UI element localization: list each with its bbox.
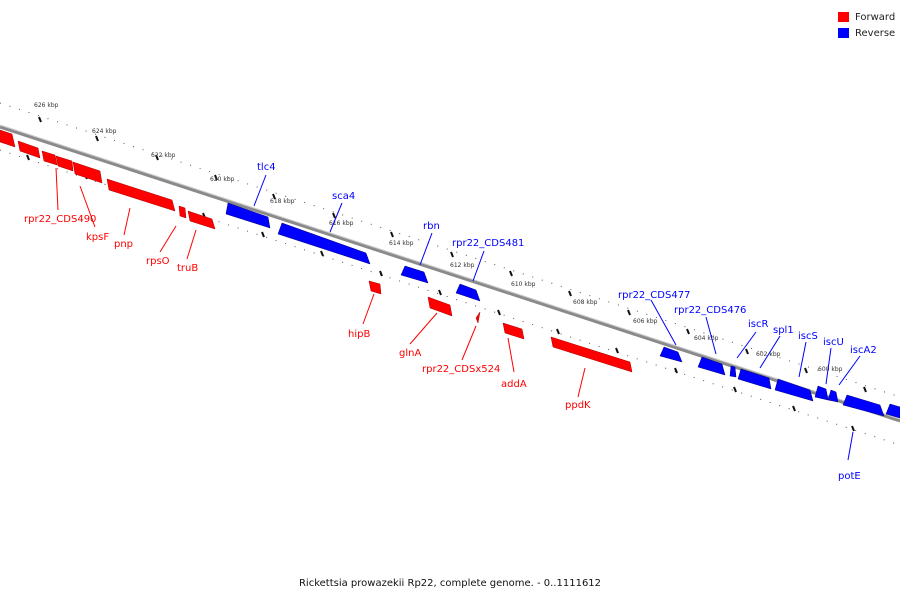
legend-label-forward: Forward [855, 11, 896, 23]
gene-label-spl1: spl1 [773, 325, 794, 336]
gene-label-pote: potE [838, 471, 861, 482]
reverse-feature [885, 403, 900, 419]
tick-label: 626 kbp [34, 102, 59, 109]
reverse-feature [774, 378, 814, 402]
reverse-swatch [838, 28, 849, 38]
reverse-feature [455, 283, 481, 302]
forward-feature [475, 311, 481, 324]
forward-feature [55, 155, 74, 172]
tick-label: 612 kbp [450, 262, 475, 269]
gene-label-rpr22-cds476: rpr22_CDS476 [674, 305, 746, 316]
gene-label-iscu: iscU [823, 337, 844, 348]
reverse-feature [697, 356, 726, 376]
forward-feature [0, 129, 16, 148]
tick-label: 604 kbp [694, 335, 719, 342]
gene-label-adda: addA [501, 379, 527, 390]
gene-label-hipb: hipB [348, 329, 370, 340]
gene-label-pnp: pnp [114, 239, 133, 250]
reverse-feature [814, 385, 829, 401]
forward-feature [368, 280, 382, 295]
gene-label-rpso: rpsO [146, 256, 170, 267]
gene-label-glna: glnA [399, 348, 421, 359]
gene-label-rpr22-cds481: rpr22_CDS481 [452, 238, 524, 249]
reverse-feature [737, 368, 772, 390]
gene-label-trub: truB [177, 263, 198, 274]
forward-features [0, 129, 633, 373]
forward-feature [72, 161, 103, 184]
tick-label: 610 kbp [511, 281, 536, 288]
tick-labels: 626 kbp 624 kbp 622 kbp 620 kbp 618 kbp … [34, 102, 843, 373]
tick-label: 620 kbp [210, 176, 235, 183]
reverse-feature [225, 202, 271, 229]
reverse-feature [842, 394, 885, 417]
forward-leaders [55, 167, 586, 398]
reverse-feature [729, 365, 737, 378]
reverse-gene-labels: tlc4 sca4 rbn rpr22_CDS481 rpr22_CDS477 … [257, 162, 877, 482]
legend-label-reverse: Reverse [855, 27, 896, 39]
forward-gene-labels: rpr22_CDS490 kpsF pnp rpsO truB hipB gln… [24, 214, 591, 411]
forward-feature [17, 140, 41, 159]
forward-feature [502, 322, 525, 340]
genome-backbone-highlight [0, 124, 900, 420]
reverse-feature [400, 265, 429, 284]
forward-feature [41, 150, 58, 166]
gene-label-tlc4: tlc4 [257, 162, 276, 173]
forward-feature [550, 336, 633, 373]
gene-label-kpsf: kpsF [86, 232, 109, 243]
gene-label-rpr22-cdsx524: rpr22_CDSx524 [422, 364, 500, 375]
genome-caption: Rickettsia prowazekii Rp22, complete gen… [298, 578, 602, 589]
tick-label: 622 kbp [151, 152, 176, 159]
gene-label-iscs: iscS [798, 331, 818, 342]
legend-item-reverse: Reverse [838, 25, 895, 41]
forward-feature [427, 296, 453, 317]
forward-feature [106, 178, 176, 212]
gene-label-iscr: iscR [748, 319, 768, 330]
forward-feature [178, 205, 187, 219]
reverse-feature [827, 389, 839, 403]
reverse-features [225, 202, 900, 419]
legend: Forward Reverse [838, 9, 895, 41]
reverse-feature [277, 222, 371, 265]
gene-label-isca2: iscA2 [850, 345, 877, 356]
reverse-leaders [253, 174, 861, 461]
tick-label: 608 kbp [573, 299, 598, 306]
gene-label-ppdk: ppdK [565, 400, 591, 411]
tick-label: 614 kbp [389, 240, 414, 247]
gene-label-rpr22-cds490: rpr22_CDS490 [24, 214, 96, 225]
tick-label: 600 kbp [818, 366, 843, 373]
legend-item-forward: Forward [838, 9, 895, 25]
gene-label-sca4: sca4 [332, 191, 355, 202]
tick-label: 618 kbp [270, 198, 295, 205]
tick-label: 616 kbp [329, 220, 354, 227]
gene-label-rbn: rbn [423, 221, 440, 232]
forward-feature [187, 210, 216, 230]
forward-swatch [838, 12, 849, 22]
tick-label: 624 kbp [92, 128, 117, 135]
upper-major-ticks [38, 116, 867, 393]
gene-label-rpr22-cds477: rpr22_CDS477 [618, 290, 690, 301]
tick-label: 606 kbp [633, 318, 658, 325]
reverse-feature [659, 346, 683, 363]
